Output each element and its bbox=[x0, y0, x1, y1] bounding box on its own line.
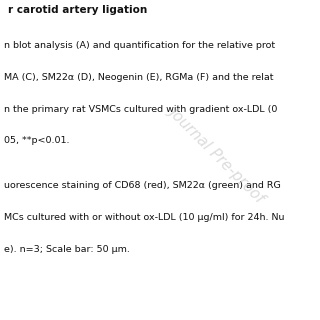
Text: MCs cultured with or without ox-LDL (10 μg/ml) for 24h. Nu: MCs cultured with or without ox-LDL (10 … bbox=[4, 213, 284, 222]
Text: MA (C), SM22α (D), Neogenin (E), RGMa (F) and the relat: MA (C), SM22α (D), Neogenin (E), RGMa (F… bbox=[4, 73, 274, 82]
Text: uorescence staining of CD68 (red), SM22α (green) and RG: uorescence staining of CD68 (red), SM22α… bbox=[4, 181, 281, 190]
Text: e). n=3; Scale bar: 50 μm.: e). n=3; Scale bar: 50 μm. bbox=[4, 245, 130, 254]
Text: 05, **p<0.01.: 05, **p<0.01. bbox=[4, 136, 69, 145]
Text: n the primary rat VSMCs cultured with gradient ox-LDL (0: n the primary rat VSMCs cultured with gr… bbox=[4, 105, 277, 114]
Text: r carotid artery ligation: r carotid artery ligation bbox=[8, 5, 147, 15]
Text: Journal Pre-proof: Journal Pre-proof bbox=[167, 103, 268, 204]
Text: n blot analysis (A) and quantification for the relative prot: n blot analysis (A) and quantification f… bbox=[4, 41, 275, 50]
